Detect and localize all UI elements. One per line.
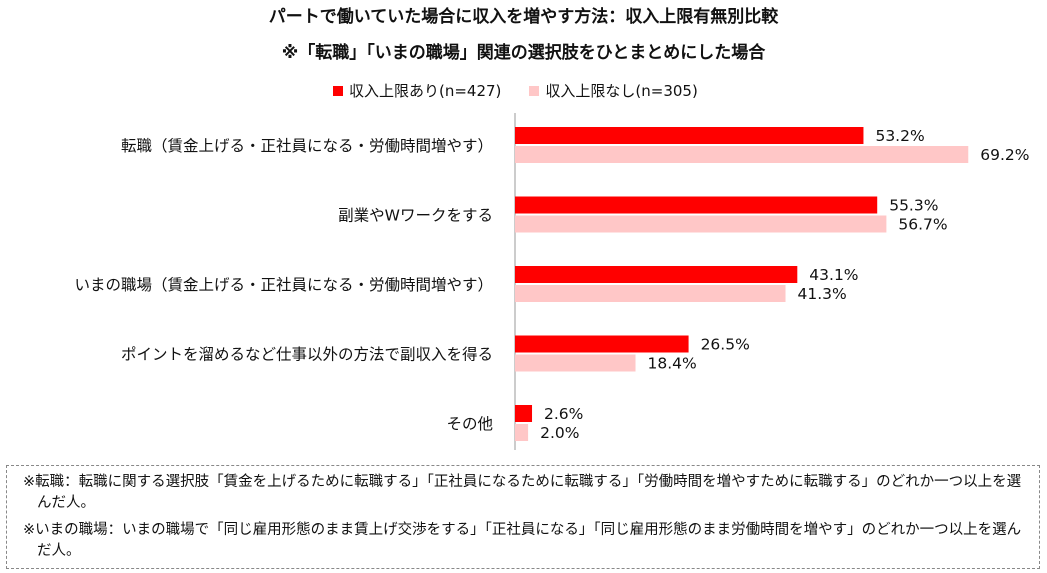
footnote-1: ※転職：転職に関する選択肢「賃金を上げるために転職する」「正社員になるために転職… — [23, 474, 1022, 511]
category-label: ポイントを溜めるなど仕事以外の方法で副収入を得る — [121, 346, 493, 364]
category-label: その他 — [446, 415, 493, 433]
bar-series2 — [515, 424, 529, 441]
bar-series1 — [515, 266, 798, 283]
data-label: 56.7% — [898, 216, 947, 234]
data-label: 41.3% — [798, 285, 847, 303]
legend-item-series1: 収入上限あり(n=427) — [333, 80, 501, 101]
bar-series2 — [515, 146, 969, 163]
chart-subtitle: ※「転職」「いまの職場」関連の選択肢をひとまとめにした場合 — [281, 43, 766, 63]
data-label: 2.0% — [540, 424, 579, 442]
bar-chart: 転職（賃金上げる・正社員になる・労働時間増やす） 53.2% 69.2% 副業やWワー… — [74, 113, 1030, 450]
legend-label-series1: 収入上限あり(n=427) — [349, 82, 502, 100]
chart-title: パートで働いていた場合に収入を増やす方法：収入上限有無別比較 — [268, 7, 779, 27]
bar-series2 — [515, 285, 786, 302]
category-label: 転職（賃金上げる・正社員になる・労働時間増やす） — [121, 137, 493, 155]
data-label: 55.3% — [889, 197, 938, 215]
bar-series2 — [515, 215, 887, 233]
legend-swatch-series1 — [333, 85, 343, 96]
legend-swatch-series2 — [529, 85, 540, 96]
data-label: 26.5% — [701, 336, 750, 354]
bar-series1 — [515, 405, 533, 422]
category-label: 副業やWワークをする — [338, 207, 493, 225]
legend: 収入上限あり(n=427) 収入上限なし(n=305) — [333, 80, 698, 101]
bar-series1 — [515, 127, 864, 144]
data-label: 69.2% — [980, 146, 1029, 164]
bar-series1 — [515, 335, 689, 353]
bar-series1 — [515, 196, 878, 214]
data-label: 2.6% — [544, 405, 583, 423]
footnote-2: ※いまの職場：いまの職場で「同じ雇用形態のまま賃上げ交渉をする」「正社員になる」… — [23, 522, 1022, 559]
footnotes-box: ※転職：転職に関する選択肢「賃金を上げるために転職する」「正社員になるために転職… — [6, 465, 1040, 569]
data-label: 18.4% — [648, 355, 697, 373]
legend-item-series2: 収入上限なし(n=305) — [529, 80, 698, 101]
legend-label-series2: 収入上限なし(n=305) — [545, 82, 698, 100]
bar-series2 — [515, 354, 636, 372]
category-label: いまの職場（賃金上げる・正社員になる・労働時間増やす） — [74, 276, 493, 294]
data-label: 53.2% — [875, 127, 924, 145]
data-label: 43.1% — [809, 266, 858, 284]
